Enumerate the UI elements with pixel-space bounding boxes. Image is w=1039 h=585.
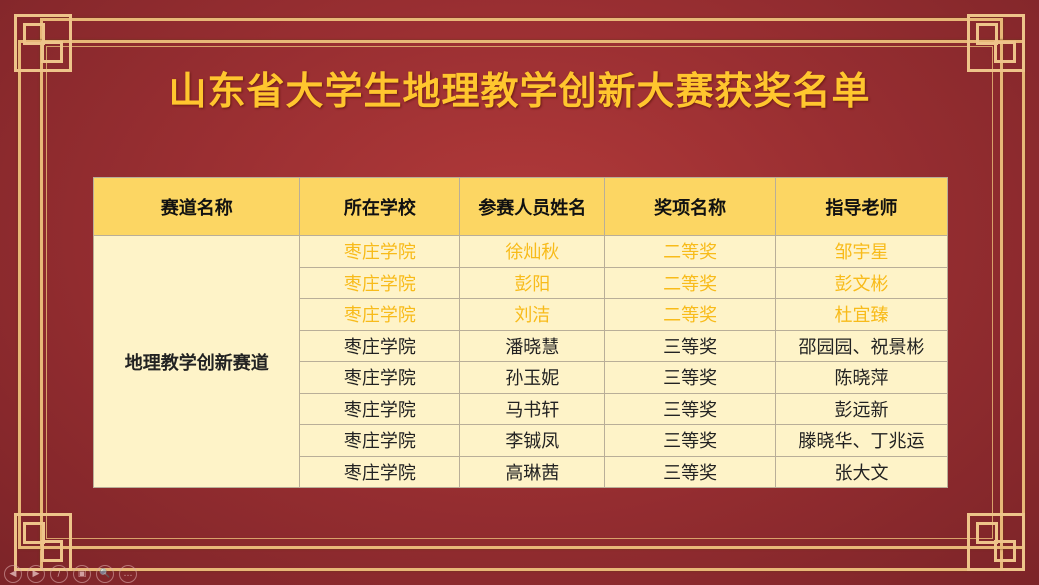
participant-cell: 徐灿秋	[459, 235, 606, 268]
award-cell: 三等奖	[604, 424, 777, 457]
school-cell: 枣庄学院	[299, 361, 461, 394]
award-cell: 三等奖	[604, 455, 777, 488]
slides-icon[interactable]: ▣	[73, 565, 91, 583]
column-header: 所在学校	[299, 177, 461, 236]
school-cell: 枣庄学院	[299, 298, 461, 331]
frame-corner-ornament	[14, 14, 72, 72]
school-cell: 枣庄学院	[299, 329, 461, 362]
column-header: 赛道名称	[92, 177, 301, 236]
table-row: 枣庄学院 孙玉妮 三等奖 陈晓萍	[94, 361, 948, 394]
page-title: 山东省大学生地理教学创新大赛获奖名单	[168, 69, 871, 113]
next-icon[interactable]: ▶	[27, 565, 45, 583]
school-cell: 枣庄学院	[299, 235, 461, 268]
participant-cell: 彭阳	[459, 266, 606, 299]
more-icon[interactable]: …	[119, 565, 137, 583]
previous-icon[interactable]: ◀	[4, 565, 22, 583]
participant-cell: 刘洁	[459, 298, 606, 331]
participant-cell: 孙玉妮	[459, 361, 606, 394]
decorative-frame-inner	[18, 40, 1025, 549]
award-cell: 三等奖	[604, 392, 777, 425]
award-cell: 二等奖	[604, 235, 777, 268]
decorative-frame-outer	[40, 18, 1003, 571]
zoom-icon[interactable]: 🔍	[96, 565, 114, 583]
frame-corner-ornament	[14, 513, 72, 571]
participant-cell: 高琳茜	[459, 455, 606, 488]
table-row: 地理教学创新赛道 枣庄学院 徐灿秋 二等奖 邹宇星	[92, 235, 948, 488]
school-cell: 枣庄学院	[299, 455, 461, 488]
advisor-cell: 陈晓萍	[775, 361, 948, 394]
participant-cell: 马书轩	[459, 392, 606, 425]
advisor-cell: 邹宇星	[775, 235, 948, 268]
table-row: 枣庄学院 彭阳 二等奖 彭文彬	[94, 266, 948, 299]
frame-corner-ornament	[967, 14, 1025, 72]
participant-cell: 李铖凤	[459, 424, 606, 457]
advisor-cell: 杜宜臻	[775, 298, 948, 331]
table-row: 枣庄学院 潘晓慧 三等奖 邵园园、祝景彬	[94, 329, 948, 362]
pen-icon[interactable]: /	[50, 565, 68, 583]
decorative-frame-line	[46, 46, 993, 539]
table-row: 枣庄学院 高琳茜 三等奖 张大文	[94, 455, 948, 488]
award-cell: 三等奖	[604, 361, 777, 394]
school-cell: 枣庄学院	[299, 266, 461, 299]
advisor-cell: 滕晓华、丁兆运	[775, 424, 948, 457]
advisor-cell: 张大文	[775, 455, 948, 488]
frame-corner-ornament	[967, 513, 1025, 571]
award-cell: 二等奖	[604, 298, 777, 331]
school-cell: 枣庄学院	[299, 392, 461, 425]
school-cell: 枣庄学院	[299, 424, 461, 457]
advisor-cell: 彭文彬	[775, 266, 948, 299]
slideshow-controls: ◀ ▶ / ▣ 🔍 …	[4, 565, 137, 583]
column-header: 参赛人员姓名	[459, 177, 606, 236]
participant-cell: 潘晓慧	[459, 329, 606, 362]
table-row: 枣庄学院 刘洁 二等奖 杜宜臻	[94, 298, 948, 331]
award-table: 赛道名称 所在学校 参赛人员姓名 奖项名称 指导老师 地理教学创新赛道 枣庄学院 徐灿秋 二等…	[92, 177, 948, 488]
advisor-cell: 邵园园、祝景彬	[775, 329, 948, 362]
award-cell: 二等奖	[604, 266, 777, 299]
advisor-cell: 彭远新	[775, 392, 948, 425]
track-name-cell: 地理教学创新赛道	[92, 235, 301, 488]
award-cell: 三等奖	[604, 329, 777, 362]
column-header: 指导老师	[775, 177, 948, 236]
column-header: 奖项名称	[604, 177, 777, 236]
